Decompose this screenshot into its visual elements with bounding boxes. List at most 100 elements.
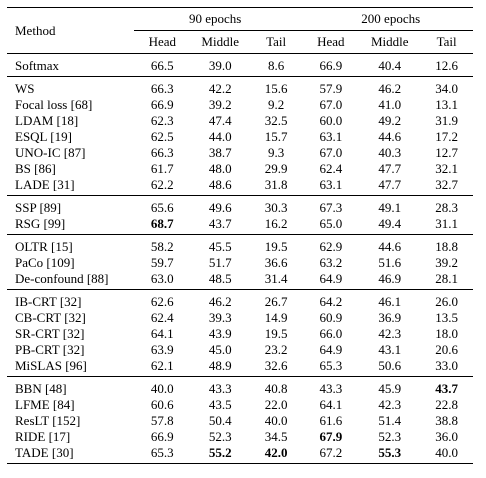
value-cell: 62.6 <box>133 289 191 310</box>
value-cell: 52.3 <box>378 429 402 444</box>
value-cell: 15.6 <box>249 76 303 97</box>
value-cell: 18.8 <box>420 234 473 255</box>
value-cell: 39.0 <box>190 53 250 77</box>
value-cell: 47.7 <box>378 161 402 176</box>
method-name-cell: LFME [84] <box>15 397 75 412</box>
value-cell: 26.0 <box>420 289 473 310</box>
value-cell: 66.5 <box>133 53 191 77</box>
value-cell: 32.7 <box>435 177 458 192</box>
table-row: TADE [30] 65.3 55.2 42.0 67.2 55.3 40.0 <box>7 445 473 464</box>
method-name-cell: RIDE [17] <box>15 429 71 444</box>
value-cell: 17.2 <box>435 129 458 144</box>
table-row: BS [86] 61.7 48.0 29.9 62.4 47.7 32.1 <box>7 161 473 177</box>
value-cell: 23.2 <box>264 342 288 357</box>
value-cell: 67.2 <box>302 445 360 464</box>
value-cell: 19.5 <box>264 326 288 341</box>
value-cell: 46.2 <box>359 76 421 97</box>
value-cell: 67.9 <box>319 429 343 444</box>
value-cell: 12.6 <box>420 53 473 77</box>
method-name-cell: De-confound [88] <box>15 271 109 286</box>
header-row-groups: Method 90 epochs 200 epochs <box>7 7 473 54</box>
value-cell: 13.1 <box>435 97 458 112</box>
value-cell: 18.0 <box>435 326 458 341</box>
value-cell: 61.6 <box>319 413 343 428</box>
value-cell: 65.3 <box>319 358 343 373</box>
value-cell: 16.2 <box>264 216 288 231</box>
value-cell: 40.4 <box>359 53 421 77</box>
table-row: De-confound [88] 63.0 48.5 31.4 64.9 46.9 28.1 <box>7 271 473 290</box>
value-cell: 67.3 <box>302 195 360 216</box>
table-row: PB-CRT [32] 63.9 45.0 23.2 64.9 43.1 20.6 <box>7 342 473 358</box>
value-cell: 13.5 <box>435 310 458 325</box>
value-cell: 43.7 <box>420 376 473 397</box>
table-row: CB-CRT [32] 62.4 39.3 14.9 60.9 36.9 13.5 <box>7 310 473 326</box>
value-cell: 31.9 <box>435 113 458 128</box>
value-cell: 40.0 <box>420 445 473 464</box>
value-cell: 45.0 <box>208 342 232 357</box>
value-cell: 66.9 <box>150 429 174 444</box>
method-name-cell: BS [86] <box>15 161 56 176</box>
value-cell: 43.5 <box>208 397 232 412</box>
method-name-cell: OLTR [15] <box>7 234 134 255</box>
value-cell: 19.5 <box>249 234 303 255</box>
method-name-cell: IB-CRT [32] <box>7 289 134 310</box>
group-header-200-epochs: 200 epochs <box>302 7 473 31</box>
value-cell: 42.3 <box>378 397 402 412</box>
value-cell: 65.3 <box>133 445 191 464</box>
value-cell: 32.5 <box>264 113 288 128</box>
method-name-cell: LADE [31] <box>15 177 75 192</box>
value-cell: 62.9 <box>302 234 360 255</box>
value-cell: 43.9 <box>208 326 232 341</box>
value-cell: 48.9 <box>208 358 232 373</box>
value-cell: 49.6 <box>190 195 250 216</box>
value-cell: 60.6 <box>150 397 174 412</box>
table-row: BBN [48] 40.0 43.3 40.8 43.3 45.9 43.7 <box>7 376 473 397</box>
value-cell: 29.9 <box>264 161 288 176</box>
value-cell: 36.9 <box>378 310 402 325</box>
value-cell: 40.0 <box>133 376 191 397</box>
value-cell: 43.3 <box>302 376 360 397</box>
method-name-cell: BBN [48] <box>7 376 134 397</box>
table-row: PaCo [109] 59.7 51.7 36.6 63.2 51.6 39.2 <box>7 255 473 271</box>
value-cell: 51.4 <box>378 413 402 428</box>
value-cell: 47.4 <box>208 113 232 128</box>
value-cell: 39.3 <box>208 310 232 325</box>
method-name-cell: TADE [30] <box>7 445 134 464</box>
table-row: SR-CRT [32] 64.1 43.9 19.5 66.0 42.3 18.0 <box>7 326 473 342</box>
table-row: MiSLAS [96] 62.1 48.9 32.6 65.3 50.6 33.0 <box>7 358 473 377</box>
value-cell: 55.3 <box>359 445 421 464</box>
value-cell: 64.2 <box>302 289 360 310</box>
table-row: IB-CRT [32] 62.6 46.2 26.7 64.2 46.1 26.0 <box>7 289 473 310</box>
value-cell: 63.1 <box>319 129 343 144</box>
value-cell: 68.7 <box>150 216 174 231</box>
value-cell: 64.1 <box>150 326 174 341</box>
table-row: ResLT [152] 57.8 50.4 40.0 61.6 51.4 38.8 <box>7 413 473 429</box>
method-name-cell: SSP [89] <box>7 195 134 216</box>
value-cell: 46.2 <box>190 289 250 310</box>
value-cell: 38.7 <box>208 145 232 160</box>
value-cell: 30.3 <box>249 195 303 216</box>
value-cell: 39.2 <box>435 255 458 270</box>
value-cell: 41.0 <box>378 97 402 112</box>
value-cell: 9.2 <box>267 97 285 112</box>
value-cell: 32.1 <box>435 161 458 176</box>
value-cell: 64.9 <box>319 342 343 357</box>
value-cell: 44.6 <box>359 234 421 255</box>
value-cell: 49.4 <box>378 216 402 231</box>
value-cell: 38.8 <box>435 413 458 428</box>
header-row-subcolumns: Head Middle Tail Head Middle Tail <box>7 31 473 54</box>
table-row: RSG [99] 68.7 43.7 16.2 65.0 49.4 31.1 <box>7 216 473 235</box>
value-cell: 14.9 <box>264 310 288 325</box>
value-cell: 42.0 <box>249 445 303 464</box>
value-cell: 12.7 <box>435 145 458 160</box>
value-cell: 44.0 <box>208 129 232 144</box>
value-cell: 46.9 <box>378 271 402 286</box>
value-cell: 45.9 <box>359 376 421 397</box>
value-cell: 62.3 <box>150 113 174 128</box>
group-header-90-epochs: 90 epochs <box>133 7 303 31</box>
value-cell: 50.6 <box>378 358 402 373</box>
value-cell: 43.7 <box>208 216 232 231</box>
table-row: Softmax 66.5 39.0 8.6 66.9 40.4 12.6 <box>7 53 473 77</box>
value-cell: 43.1 <box>378 342 402 357</box>
